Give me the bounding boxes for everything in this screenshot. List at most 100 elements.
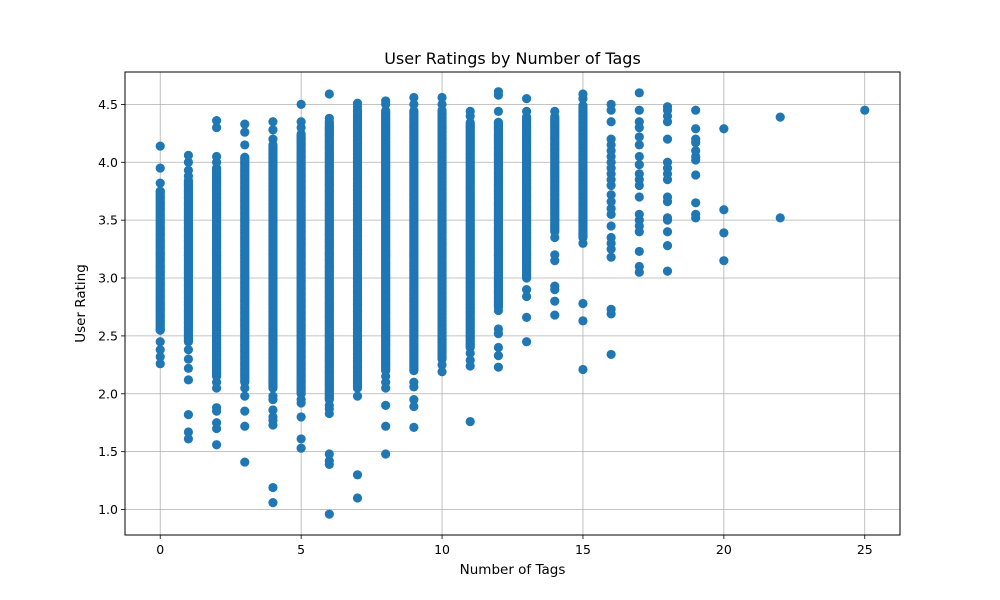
data-point xyxy=(324,509,334,519)
data-point xyxy=(381,449,391,459)
point-column xyxy=(691,105,701,223)
y-tick-label: 1.0 xyxy=(98,502,118,517)
data-point xyxy=(550,232,560,243)
data-point xyxy=(578,298,588,309)
data-point xyxy=(634,246,644,257)
point-column xyxy=(521,94,532,347)
data-point xyxy=(719,228,729,238)
point-column xyxy=(183,150,194,444)
data-point xyxy=(183,157,194,167)
axis-ticks: 0 5 10 15 20 25 1.0 1.5 2.0 2.5 3.0 3.5 4.0 4.5 xyxy=(98,97,873,557)
chart-title: User Ratings by Number of Tags xyxy=(384,49,641,68)
data-point xyxy=(634,140,644,150)
data-point xyxy=(296,398,306,408)
y-tick-label: 1.5 xyxy=(98,444,118,459)
point-column xyxy=(324,89,334,519)
data-point xyxy=(578,94,588,104)
data-point xyxy=(719,256,729,266)
data-point xyxy=(634,267,644,277)
data-point xyxy=(409,106,419,116)
point-column xyxy=(662,102,673,276)
data-point xyxy=(521,337,532,347)
data-point xyxy=(296,412,306,422)
data-point xyxy=(606,117,616,127)
data-point xyxy=(775,213,785,223)
data-point xyxy=(211,383,222,393)
y-tick-label: 3.5 xyxy=(98,213,118,228)
data-point xyxy=(578,364,588,375)
data-point xyxy=(409,394,419,405)
data-point xyxy=(521,285,532,295)
data-point xyxy=(268,497,278,508)
data-point xyxy=(240,391,250,401)
data-point xyxy=(240,406,250,416)
data-point xyxy=(662,215,673,225)
data-point xyxy=(606,349,616,360)
data-point xyxy=(521,94,532,104)
data-point xyxy=(409,382,419,392)
plot-frame xyxy=(124,71,901,536)
data-point xyxy=(493,106,504,116)
data-point xyxy=(578,316,588,326)
data-point xyxy=(493,342,504,353)
data-point xyxy=(662,241,673,251)
point-column xyxy=(550,106,560,320)
data-point xyxy=(437,367,447,377)
data-point xyxy=(437,92,447,103)
data-point xyxy=(550,296,560,306)
data-point xyxy=(662,134,673,144)
data-point xyxy=(155,178,165,188)
data-point xyxy=(352,470,363,480)
data-point xyxy=(691,155,701,165)
point-column xyxy=(437,92,447,377)
point-column xyxy=(465,106,475,427)
data-point xyxy=(155,325,165,335)
data-point xyxy=(465,416,475,427)
data-point xyxy=(493,117,504,127)
x-axis-label: Number of Tags xyxy=(460,562,566,578)
data-point xyxy=(268,125,278,135)
data-point xyxy=(211,406,222,416)
y-tick-label: 2.0 xyxy=(98,386,118,401)
data-point xyxy=(634,192,644,202)
data-point xyxy=(521,312,532,322)
y-axis-label: User Rating xyxy=(73,264,89,343)
data-point xyxy=(183,345,194,355)
data-point xyxy=(606,190,616,200)
data-point xyxy=(155,359,165,369)
point-column xyxy=(775,112,785,223)
data-point xyxy=(268,117,278,127)
point-column xyxy=(211,116,222,450)
data-point xyxy=(268,134,278,144)
data-point xyxy=(606,221,616,231)
data-point xyxy=(352,391,363,401)
data-point xyxy=(493,350,504,361)
x-tick-label: 5 xyxy=(297,542,305,557)
data-point xyxy=(409,422,419,432)
data-point xyxy=(691,170,701,180)
point-column xyxy=(296,99,306,453)
data-point xyxy=(211,157,222,167)
data-point xyxy=(578,238,588,248)
point-column xyxy=(860,105,870,115)
data-point xyxy=(662,197,673,207)
y-tick-label: 4.0 xyxy=(98,155,118,170)
data-point xyxy=(691,105,701,115)
data-point xyxy=(493,305,504,316)
data-point xyxy=(268,394,278,405)
data-point xyxy=(155,186,165,196)
point-column xyxy=(606,99,616,360)
data-point xyxy=(381,400,391,410)
data-point xyxy=(296,129,306,139)
data-point xyxy=(662,117,673,127)
data-point xyxy=(606,180,616,191)
data-point xyxy=(381,421,391,431)
data-point xyxy=(381,106,391,116)
data-point xyxy=(183,150,194,160)
data-point xyxy=(211,116,222,126)
data-point xyxy=(493,328,504,339)
data-point xyxy=(521,291,532,302)
data-point xyxy=(606,252,616,262)
